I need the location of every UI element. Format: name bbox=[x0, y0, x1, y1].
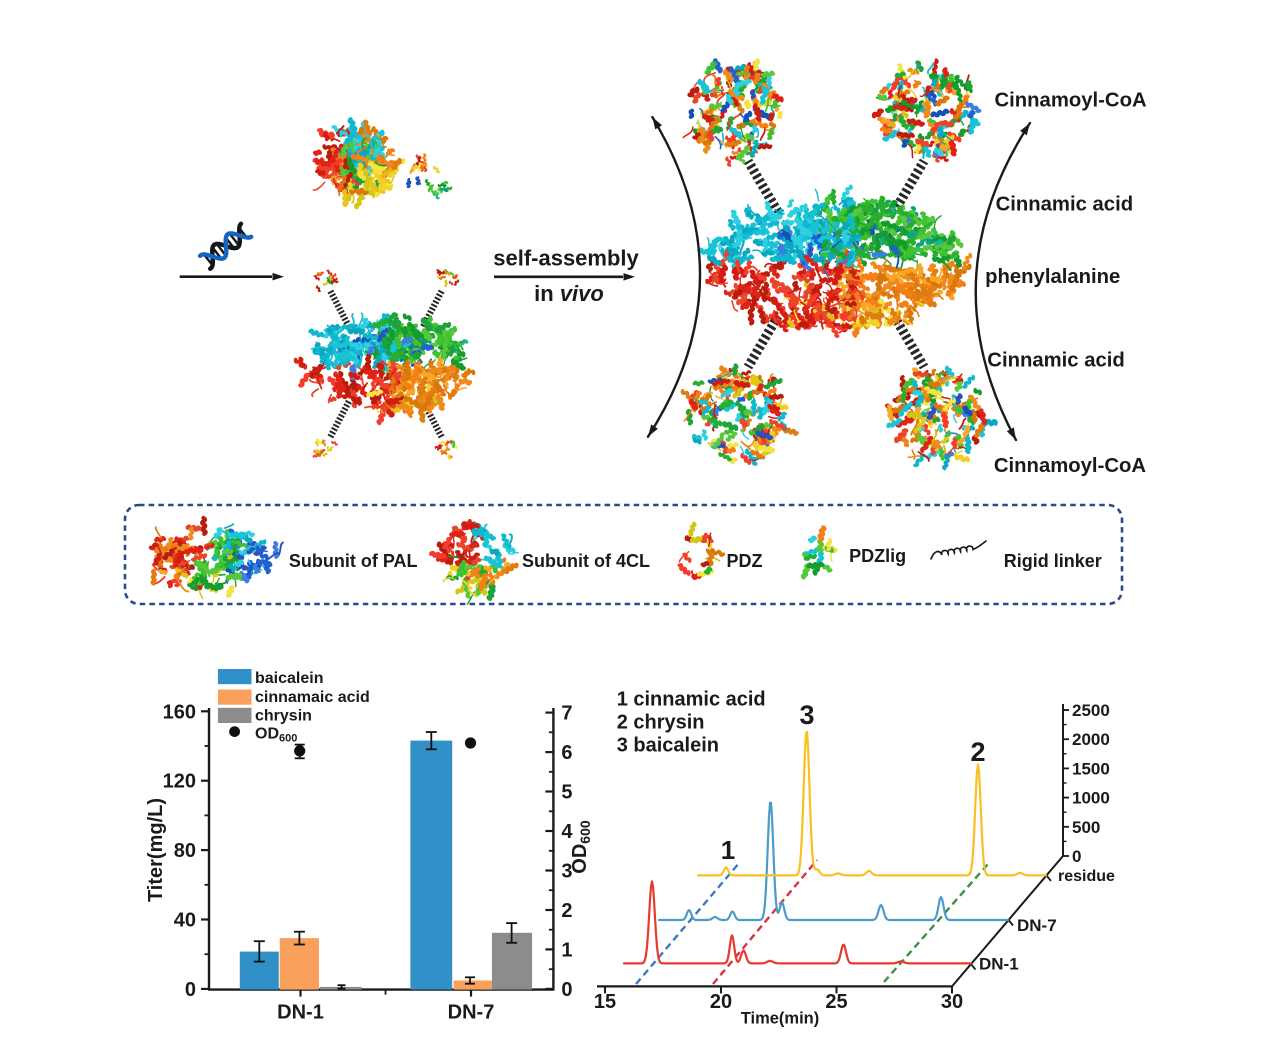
svg-text:160: 160 bbox=[163, 701, 196, 723]
svg-text:Subunit of 4CL: Subunit of 4CL bbox=[522, 551, 650, 571]
svg-text:0: 0 bbox=[1072, 847, 1081, 866]
svg-text:3 baicalein: 3 baicalein bbox=[617, 735, 719, 757]
svg-text:PDZlig: PDZlig bbox=[849, 546, 906, 566]
svg-text:1000: 1000 bbox=[1072, 789, 1110, 808]
svg-text:baicalein: baicalein bbox=[255, 670, 323, 687]
svg-text:Cinnamic acid: Cinnamic acid bbox=[996, 194, 1134, 216]
svg-text:in vivo: in vivo bbox=[534, 281, 604, 306]
svg-text:Cinnamoyl-CoA: Cinnamoyl-CoA bbox=[994, 455, 1146, 477]
svg-text:DN-1: DN-1 bbox=[277, 1002, 324, 1024]
svg-text:30: 30 bbox=[941, 991, 963, 1013]
svg-text:3: 3 bbox=[799, 700, 814, 730]
svg-text:0: 0 bbox=[185, 979, 196, 1001]
svg-text:80: 80 bbox=[174, 840, 196, 862]
svg-text:Subunit of PAL: Subunit of PAL bbox=[289, 551, 418, 571]
svg-text:1 cinnamic acid: 1 cinnamic acid bbox=[617, 689, 766, 711]
svg-text:15: 15 bbox=[594, 991, 616, 1013]
svg-text:DN-7: DN-7 bbox=[1017, 916, 1057, 935]
svg-text:120: 120 bbox=[163, 771, 196, 793]
svg-text:Cinnamic acid: Cinnamic acid bbox=[987, 350, 1125, 372]
svg-text:cinnamaic acid: cinnamaic acid bbox=[255, 689, 370, 706]
svg-text:2500: 2500 bbox=[1072, 701, 1110, 720]
svg-text:phenylalanine: phenylalanine bbox=[985, 266, 1120, 288]
svg-text:2000: 2000 bbox=[1072, 730, 1110, 749]
svg-text:7: 7 bbox=[561, 703, 572, 725]
svg-text:PDZ: PDZ bbox=[727, 551, 763, 571]
svg-text:Titer(mg/L): Titer(mg/L) bbox=[145, 798, 167, 902]
svg-text:Time(min): Time(min) bbox=[741, 1010, 820, 1028]
svg-text:chrysin: chrysin bbox=[255, 708, 312, 725]
svg-text:1: 1 bbox=[561, 939, 572, 961]
svg-text:Rigid linker: Rigid linker bbox=[1004, 551, 1102, 571]
svg-text:0: 0 bbox=[561, 979, 572, 1001]
svg-text:1500: 1500 bbox=[1072, 759, 1110, 778]
svg-text:DN-7: DN-7 bbox=[448, 1002, 495, 1024]
svg-text:25: 25 bbox=[825, 991, 847, 1013]
svg-text:6: 6 bbox=[561, 742, 572, 764]
svg-text:500: 500 bbox=[1072, 818, 1100, 837]
svg-text:20: 20 bbox=[710, 991, 732, 1013]
svg-text:residue: residue bbox=[1058, 868, 1115, 885]
svg-text:1: 1 bbox=[721, 835, 735, 865]
svg-text:Cinnamoyl-CoA: Cinnamoyl-CoA bbox=[995, 90, 1147, 112]
svg-text:40: 40 bbox=[174, 910, 196, 932]
svg-text:self-assembly: self-assembly bbox=[493, 246, 639, 271]
svg-text:DN-1: DN-1 bbox=[979, 955, 1019, 974]
svg-text:5: 5 bbox=[561, 782, 572, 804]
svg-text:2: 2 bbox=[970, 737, 985, 767]
svg-text:4: 4 bbox=[561, 821, 573, 843]
svg-text:2 chrysin: 2 chrysin bbox=[617, 712, 705, 734]
svg-text:2: 2 bbox=[561, 900, 572, 922]
svg-text:3: 3 bbox=[561, 860, 572, 882]
